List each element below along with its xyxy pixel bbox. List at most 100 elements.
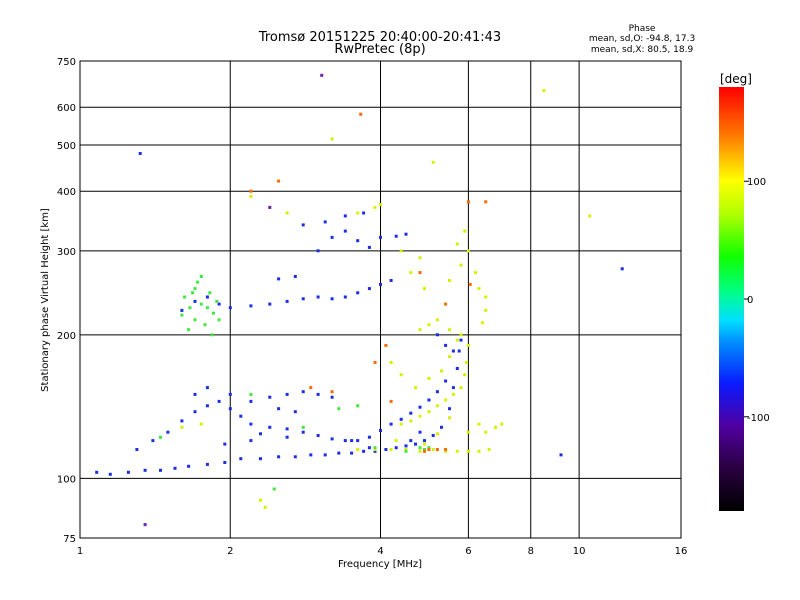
data-point-s1-47 — [477, 287, 481, 291]
data-point-s0-67 — [180, 308, 184, 312]
data-point-s1-1 — [373, 448, 377, 451]
data-point-s1-10 — [487, 448, 491, 451]
data-point-s0-100 — [459, 338, 463, 342]
data-point-s3-8 — [249, 189, 253, 193]
data-point-s0-11 — [277, 455, 281, 459]
data-point-s3-2 — [423, 449, 426, 453]
data-points — [95, 73, 624, 527]
data-point-s4-2 — [268, 205, 272, 209]
colorbar — [719, 87, 744, 511]
data-point-s1-39 — [494, 425, 497, 429]
data-point-s0-14 — [323, 453, 327, 457]
data-point-s1-5 — [431, 448, 435, 451]
data-point-s0-111 — [138, 152, 142, 155]
data-point-s0-44 — [330, 437, 334, 441]
data-point-s1-67 — [435, 432, 439, 436]
data-point-s0-74 — [285, 299, 289, 303]
data-point-s0-84 — [293, 275, 297, 278]
data-point-s3-6 — [389, 399, 393, 403]
data-point-s1-8 — [466, 449, 470, 453]
data-point-s2-6 — [187, 328, 191, 332]
data-point-s0-7 — [205, 462, 209, 466]
data-point-s1-53 — [379, 203, 382, 207]
data-point-s2-23 — [249, 392, 253, 396]
data-point-s2-4 — [211, 311, 215, 315]
data-point-s1-12 — [427, 323, 431, 327]
data-point-s0-57 — [205, 386, 209, 390]
chart-title: Tromsø 20151225 20:40:00-20:41:43 — [258, 30, 501, 45]
data-point-s1-26 — [466, 343, 470, 347]
data-point-s0-104 — [367, 446, 371, 450]
colorbar-tick-label--100: -100 — [747, 413, 770, 424]
data-point-s0-1 — [108, 472, 112, 476]
data-point-s0-82 — [389, 279, 393, 282]
data-point-s1-21 — [444, 398, 448, 402]
data-point-s0-80 — [367, 287, 371, 291]
data-point-s3-10 — [468, 283, 472, 286]
data-point-s3-14 — [309, 386, 313, 390]
data-point-s0-47 — [367, 435, 371, 439]
data-point-s0-45 — [343, 439, 347, 443]
data-point-s0-95 — [343, 214, 347, 218]
data-point-s1-54 — [249, 195, 253, 198]
data-point-s1-41 — [448, 279, 451, 282]
data-point-s1-25 — [465, 361, 469, 364]
x-tick-label-1: 1 — [77, 546, 83, 557]
data-point-s0-99 — [451, 349, 455, 353]
data-point-s0-30 — [135, 448, 139, 451]
data-point-s2-7 — [203, 323, 207, 327]
data-point-s2-27 — [301, 425, 305, 429]
chart-subtitle: RwPretec (8p) — [334, 42, 425, 57]
data-point-s1-15 — [459, 333, 463, 337]
data-point-s0-15 — [337, 451, 341, 455]
data-point-s0-85 — [316, 249, 320, 253]
data-point-s0-63 — [316, 392, 320, 396]
data-point-s0-102 — [418, 430, 422, 434]
data-point-s1-65 — [180, 425, 184, 429]
data-point-s0-28 — [455, 367, 459, 370]
data-point-s0-0 — [95, 470, 99, 474]
data-point-s0-93 — [301, 223, 305, 227]
colorbar-tick-label-0: 0 — [747, 295, 753, 306]
data-point-s0-86 — [330, 235, 334, 239]
data-point-s0-79 — [356, 291, 360, 295]
data-point-s0-31 — [151, 439, 155, 443]
data-point-s1-60 — [399, 249, 403, 253]
data-point-s0-42 — [301, 430, 305, 434]
data-point-s0-6 — [187, 464, 191, 468]
data-point-s0-60 — [268, 395, 272, 399]
data-point-s1-70 — [484, 308, 488, 312]
data-point-s0-35 — [205, 404, 209, 408]
data-point-s1-50 — [423, 287, 426, 291]
data-point-s0-106 — [285, 435, 289, 439]
data-point-s2-21 — [373, 446, 377, 450]
data-point-s0-24 — [431, 434, 435, 437]
data-point-s1-66 — [199, 422, 203, 426]
data-point-s0-87 — [343, 229, 347, 233]
data-point-s3-4 — [373, 361, 377, 364]
colorbar-tick-label-100: 100 — [747, 177, 766, 188]
y-tick-label-600: 600 — [57, 103, 76, 114]
data-point-s0-64 — [330, 395, 334, 399]
data-point-s1-43 — [466, 249, 470, 253]
data-point-s1-2 — [389, 448, 393, 451]
colorbar-label: [deg] — [720, 72, 752, 86]
data-point-s2-26 — [159, 435, 162, 439]
phase-heading: Phase — [629, 24, 656, 34]
x-tick-label-2: 2 — [227, 546, 233, 557]
data-point-s0-71 — [228, 306, 232, 310]
data-point-s2-8 — [217, 318, 221, 322]
data-point-s1-3 — [404, 448, 408, 451]
data-point-s1-29 — [414, 386, 417, 390]
data-point-s1-46 — [474, 271, 477, 275]
data-point-s0-4 — [159, 468, 162, 472]
data-point-s0-27 — [451, 386, 455, 390]
data-point-s3-7 — [359, 112, 363, 116]
data-point-s1-27 — [389, 361, 393, 364]
y-tick-label-75: 75 — [63, 534, 76, 545]
data-point-s2-18 — [423, 448, 426, 451]
data-point-s2-16 — [210, 333, 214, 337]
y-tick-label-750: 750 — [57, 57, 76, 68]
data-point-s1-23 — [459, 386, 463, 390]
